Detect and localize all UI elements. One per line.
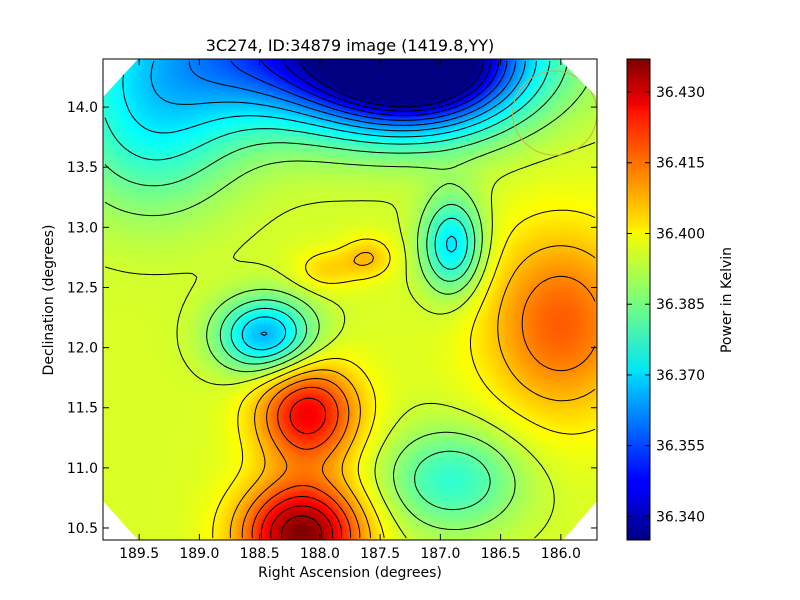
x-axis-label: Right Ascension (degrees) [258, 565, 442, 581]
chart-title: 3C274, ID:34879 image (1419.8,YY) [206, 36, 495, 55]
x-tick-label: 189.5 [119, 546, 159, 562]
colorbar: 36.340 36.355 36.370 36.385 36.400 36.415 36.4… [626, 58, 735, 541]
x-tick-label: 186.0 [541, 546, 581, 562]
contour-line [261, 60, 500, 117]
plot-area [102, 58, 598, 541]
y-axis-label: Declination (degrees) [41, 225, 57, 376]
contour-line [298, 60, 484, 108]
beam-circle [512, 70, 597, 156]
y-tick-label: 12.5 [67, 280, 98, 296]
contour-line [281, 515, 323, 539]
y-tick-label: 11.5 [67, 401, 98, 417]
colorbar-tick-label: 36.355 [656, 439, 705, 455]
colorbar-tick-label: 36.430 [656, 85, 705, 101]
contour-line [229, 245, 596, 539]
x-tick-label: 188.0 [300, 546, 340, 562]
colorbar-tick-label: 36.340 [656, 509, 705, 525]
contour-line [270, 505, 334, 539]
x-tick-label: 187.0 [420, 546, 460, 562]
colorbar-tick-label: 36.385 [656, 297, 705, 313]
y-tick-label: 10.5 [67, 521, 98, 537]
colorbar-tick-label: 36.370 [656, 368, 705, 384]
contour-line [251, 386, 352, 539]
contour-lines [104, 60, 596, 539]
x-tick-label: 188.5 [240, 546, 280, 562]
x-tick-label: 187.5 [360, 546, 400, 562]
y-tick-label: 13.5 [67, 160, 98, 176]
y-axis: 10.5 11.0 11.5 12.0 12.5 13.0 13.5 14.0 [67, 100, 597, 537]
x-axis: 189.5 189.0 188.5 188.0 187.5 187.0 186.5 186.0 [119, 59, 581, 562]
contour-line [230, 60, 508, 121]
x-tick-label: 186.5 [481, 546, 521, 562]
x-tick-label: 189.0 [179, 546, 219, 562]
contour-line [104, 60, 551, 358]
contour-line [150, 60, 526, 337]
contour-line [260, 397, 343, 539]
y-tick-label: 12.0 [67, 341, 98, 357]
colorbar-tick-label: 36.415 [656, 156, 705, 172]
colorbar-ticks: 36.340 36.355 36.370 36.385 36.400 36.415 36.4… [627, 85, 705, 525]
y-tick-label: 13.0 [67, 220, 98, 236]
contour-line [188, 60, 517, 126]
colorbar-gradient [626, 58, 651, 541]
colorbar-label: Power in Kelvin [719, 247, 735, 353]
y-tick-label: 14.0 [67, 100, 98, 116]
plot-frame [102, 58, 598, 541]
y-tick-label: 11.0 [67, 461, 98, 477]
contour-line [282, 60, 492, 112]
colorbar-tick-label: 36.400 [656, 226, 705, 242]
contour-line [104, 142, 596, 539]
contour-line [212, 209, 596, 539]
